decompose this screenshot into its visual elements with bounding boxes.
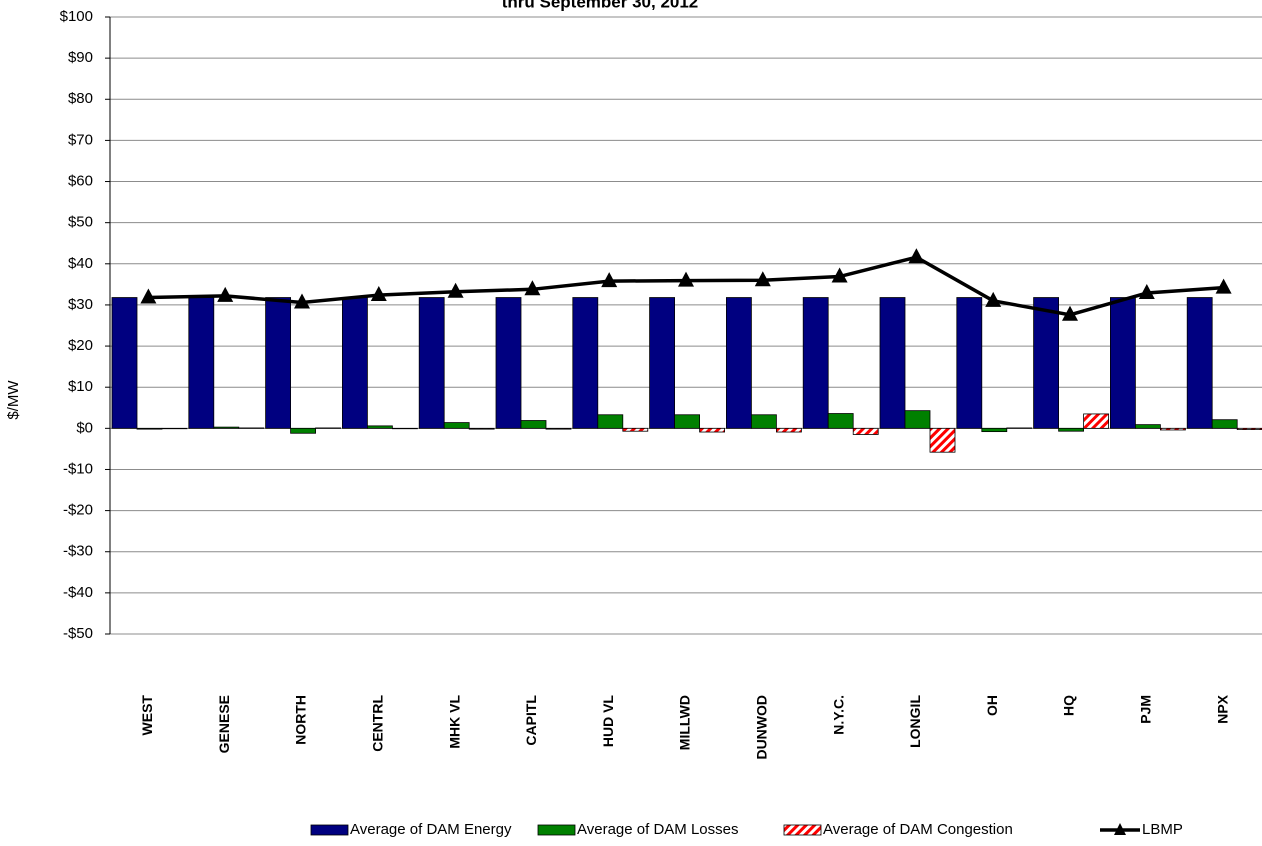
- y-tick-label: $70: [68, 131, 93, 148]
- bar: [418, 297, 445, 429]
- bar: [776, 427, 802, 433]
- bar: [1083, 413, 1109, 429]
- bar: [265, 297, 292, 429]
- bar: [904, 410, 931, 429]
- bar: [468, 427, 495, 430]
- marker: [985, 291, 1002, 307]
- marker: [524, 280, 541, 296]
- bar: [136, 427, 163, 430]
- y-tick-label: $0: [76, 419, 93, 436]
- bar: [366, 425, 393, 429]
- bar: [929, 427, 956, 453]
- marker: [370, 286, 387, 302]
- y-tick-label: $30: [68, 296, 93, 313]
- x-tick-label: NPX: [1214, 694, 1230, 723]
- x-tick-label: NORTH: [293, 695, 309, 745]
- bar: [213, 426, 240, 429]
- bar: [956, 297, 983, 429]
- x-tick-label: WEST: [139, 695, 155, 736]
- bar: [443, 422, 470, 429]
- x-tick-label: DUNWOD: [754, 695, 770, 760]
- x-tick-label: GENESE: [216, 695, 232, 753]
- bar: [674, 414, 700, 429]
- bar: [981, 427, 1008, 433]
- y-tick-label: $90: [68, 49, 93, 66]
- y-tick-label: $40: [68, 255, 93, 272]
- x-tick-label: N.Y.C.: [830, 695, 846, 735]
- bar: [1033, 297, 1059, 429]
- bar: [1135, 424, 1161, 429]
- bar: [726, 297, 752, 429]
- legend-label: LBMP: [1142, 821, 1183, 838]
- bar: [597, 414, 624, 429]
- legend-label: Average of DAM Congestion: [823, 821, 1013, 838]
- marker: [140, 288, 157, 304]
- y-tick-label: -$50: [63, 625, 93, 642]
- bar: [699, 427, 725, 433]
- x-tick-label: HQ: [1061, 695, 1077, 716]
- marker: [447, 282, 464, 298]
- marker: [831, 267, 848, 283]
- legend-swatch: [310, 824, 349, 836]
- y-tick-label: $10: [68, 378, 93, 395]
- marker: [678, 271, 694, 287]
- bar: [1211, 419, 1238, 429]
- legend-swatch: [537, 824, 576, 836]
- x-tick-label: CENTRL: [370, 695, 386, 752]
- marker: [1138, 284, 1155, 300]
- bar: [852, 427, 879, 435]
- bar: [341, 297, 368, 429]
- x-tick-label: CAPITL: [523, 695, 539, 746]
- bar: [879, 297, 906, 429]
- chart-title: thru September 30, 2012: [502, 0, 699, 11]
- legend-swatch: [783, 824, 822, 836]
- bar: [1186, 297, 1213, 429]
- bar: [622, 427, 649, 432]
- y-tick-label: $60: [68, 173, 93, 190]
- bar: [649, 297, 675, 429]
- y-axis-label: $/MW: [5, 380, 22, 420]
- x-tick-label: PJM: [1138, 695, 1154, 724]
- marker: [908, 248, 925, 264]
- bar: [827, 413, 854, 429]
- bar: [545, 427, 572, 430]
- legend-label: Average of DAM Losses: [577, 821, 738, 838]
- marker: [294, 293, 310, 309]
- marker: [217, 286, 234, 302]
- bar: [495, 297, 522, 429]
- y-tick-label: -$30: [63, 543, 93, 560]
- x-tick-label: LONGIL: [907, 695, 923, 748]
- y-tick-label: -$20: [63, 502, 93, 519]
- x-tick-label: MHK VL: [446, 695, 462, 749]
- y-tick-label: $80: [68, 90, 93, 107]
- bar: [572, 297, 599, 429]
- bar: [1236, 427, 1262, 430]
- x-tick-label: MILLWD: [677, 695, 693, 750]
- y-tick-label: -$10: [63, 460, 93, 477]
- bar: [1110, 297, 1136, 429]
- y-tick-label: -$40: [63, 584, 93, 601]
- bar: [1058, 427, 1084, 432]
- bar: [188, 297, 215, 429]
- marker: [601, 272, 618, 288]
- x-tick-label: HUD VL: [600, 695, 616, 748]
- legend-marker: [1114, 823, 1126, 835]
- marker: [1215, 278, 1232, 294]
- marker: [1062, 305, 1078, 321]
- bar: [290, 427, 317, 434]
- y-tick-label: $100: [60, 8, 93, 25]
- legend-label: Average of DAM Energy: [350, 821, 512, 838]
- bar: [751, 414, 777, 429]
- x-tick-label: OH: [984, 695, 1000, 716]
- bar: [1160, 427, 1186, 431]
- bar: [520, 420, 547, 429]
- bar: [111, 297, 138, 429]
- bar: [802, 297, 829, 429]
- marker: [754, 271, 771, 287]
- y-tick-label: $50: [68, 214, 93, 231]
- y-tick-label: $20: [68, 337, 93, 354]
